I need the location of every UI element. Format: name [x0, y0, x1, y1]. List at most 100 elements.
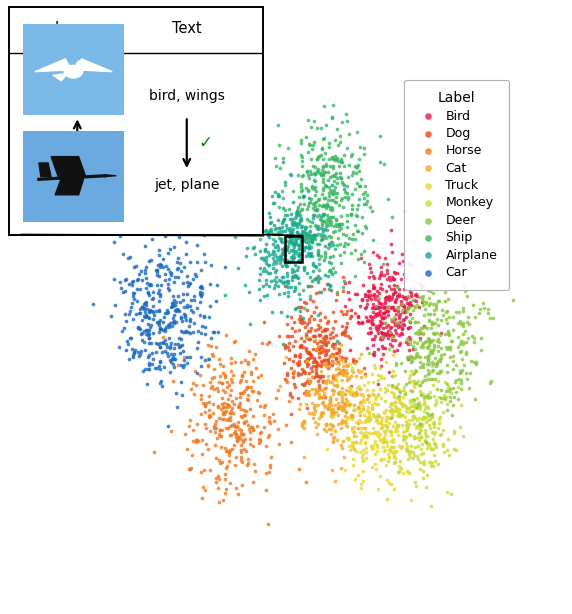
Monkey: [424, 440, 433, 449]
Ship: [307, 194, 316, 204]
Horse: [243, 421, 252, 430]
Deer: [422, 298, 431, 308]
Truck: [368, 443, 377, 453]
Cat: [331, 365, 340, 375]
Horse: [218, 393, 227, 403]
Airplane: [277, 219, 287, 228]
Deer: [415, 292, 424, 301]
Truck: [355, 427, 364, 437]
Monkey: [415, 400, 424, 410]
Cat: [313, 419, 322, 429]
Truck: [401, 400, 410, 410]
Car: [165, 319, 174, 328]
Cat: [321, 383, 331, 393]
Bird: [405, 334, 414, 344]
Truck: [404, 446, 414, 456]
Horse: [217, 414, 226, 424]
Dog: [311, 361, 320, 371]
Ship: [344, 172, 353, 182]
Bird: [356, 253, 366, 263]
Truck: [380, 387, 390, 397]
Horse: [247, 367, 256, 376]
Airplane: [296, 255, 305, 265]
Monkey: [400, 383, 409, 392]
Airplane: [291, 246, 300, 256]
Cat: [312, 422, 321, 432]
Airplane: [264, 247, 273, 257]
Car: [126, 306, 135, 316]
Dog: [282, 319, 291, 328]
Ship: [351, 210, 360, 220]
Car: [163, 348, 172, 358]
Dog: [306, 352, 315, 362]
Truck: [384, 418, 393, 428]
Truck: [396, 443, 406, 453]
Ship: [335, 161, 344, 171]
Airplane: [284, 257, 293, 267]
Horse: [225, 430, 235, 440]
Monkey: [403, 454, 412, 464]
Deer: [448, 400, 458, 410]
Car: [137, 301, 146, 311]
Monkey: [427, 457, 436, 467]
Car: [169, 277, 178, 287]
Airplane: [324, 257, 333, 267]
Truck: [371, 363, 380, 373]
Airplane: [315, 273, 324, 283]
Cat: [338, 397, 347, 406]
Ship: [327, 152, 336, 161]
Ship: [309, 230, 319, 240]
Horse: [185, 415, 194, 425]
Cat: [341, 407, 351, 417]
Bird: [375, 322, 384, 332]
Car: [169, 354, 178, 364]
Dog: [305, 314, 314, 324]
Monkey: [423, 403, 432, 413]
Bird: [384, 273, 394, 282]
Bird: [373, 295, 382, 305]
Deer: [436, 349, 446, 359]
Ship: [347, 210, 356, 220]
Dog: [294, 368, 303, 378]
Bird: [371, 311, 380, 321]
Car: [174, 333, 184, 343]
Ship: [342, 222, 351, 232]
Ship: [321, 193, 330, 203]
Monkey: [430, 417, 439, 427]
Horse: [205, 426, 214, 436]
Ship: [327, 267, 336, 277]
Car: [196, 311, 205, 321]
Cat: [328, 370, 337, 379]
Truck: [388, 381, 398, 391]
Ship: [318, 161, 327, 171]
Horse: [189, 378, 198, 388]
Truck: [388, 421, 398, 430]
Bird: [369, 282, 378, 292]
Cat: [317, 411, 326, 421]
Truck: [348, 363, 357, 373]
Monkey: [436, 430, 445, 440]
Car: [165, 321, 174, 330]
Ship: [332, 179, 341, 188]
Ship: [336, 173, 345, 183]
Monkey: [387, 443, 396, 453]
Monkey: [394, 408, 403, 418]
Ship: [316, 150, 325, 160]
Airplane: [326, 281, 335, 291]
Cat: [301, 390, 311, 400]
Car: [180, 309, 189, 319]
Cat: [347, 389, 356, 398]
Deer: [436, 354, 445, 364]
Deer: [434, 297, 443, 306]
Deer: [447, 249, 456, 258]
Deer: [428, 348, 437, 357]
Horse: [226, 367, 235, 376]
Cat: [361, 431, 370, 441]
Bird: [388, 272, 397, 282]
Horse: [200, 401, 209, 411]
Bird: [347, 311, 356, 321]
Polygon shape: [104, 175, 116, 177]
Monkey: [394, 467, 403, 477]
Bird: [397, 300, 406, 310]
Car: [180, 355, 189, 365]
